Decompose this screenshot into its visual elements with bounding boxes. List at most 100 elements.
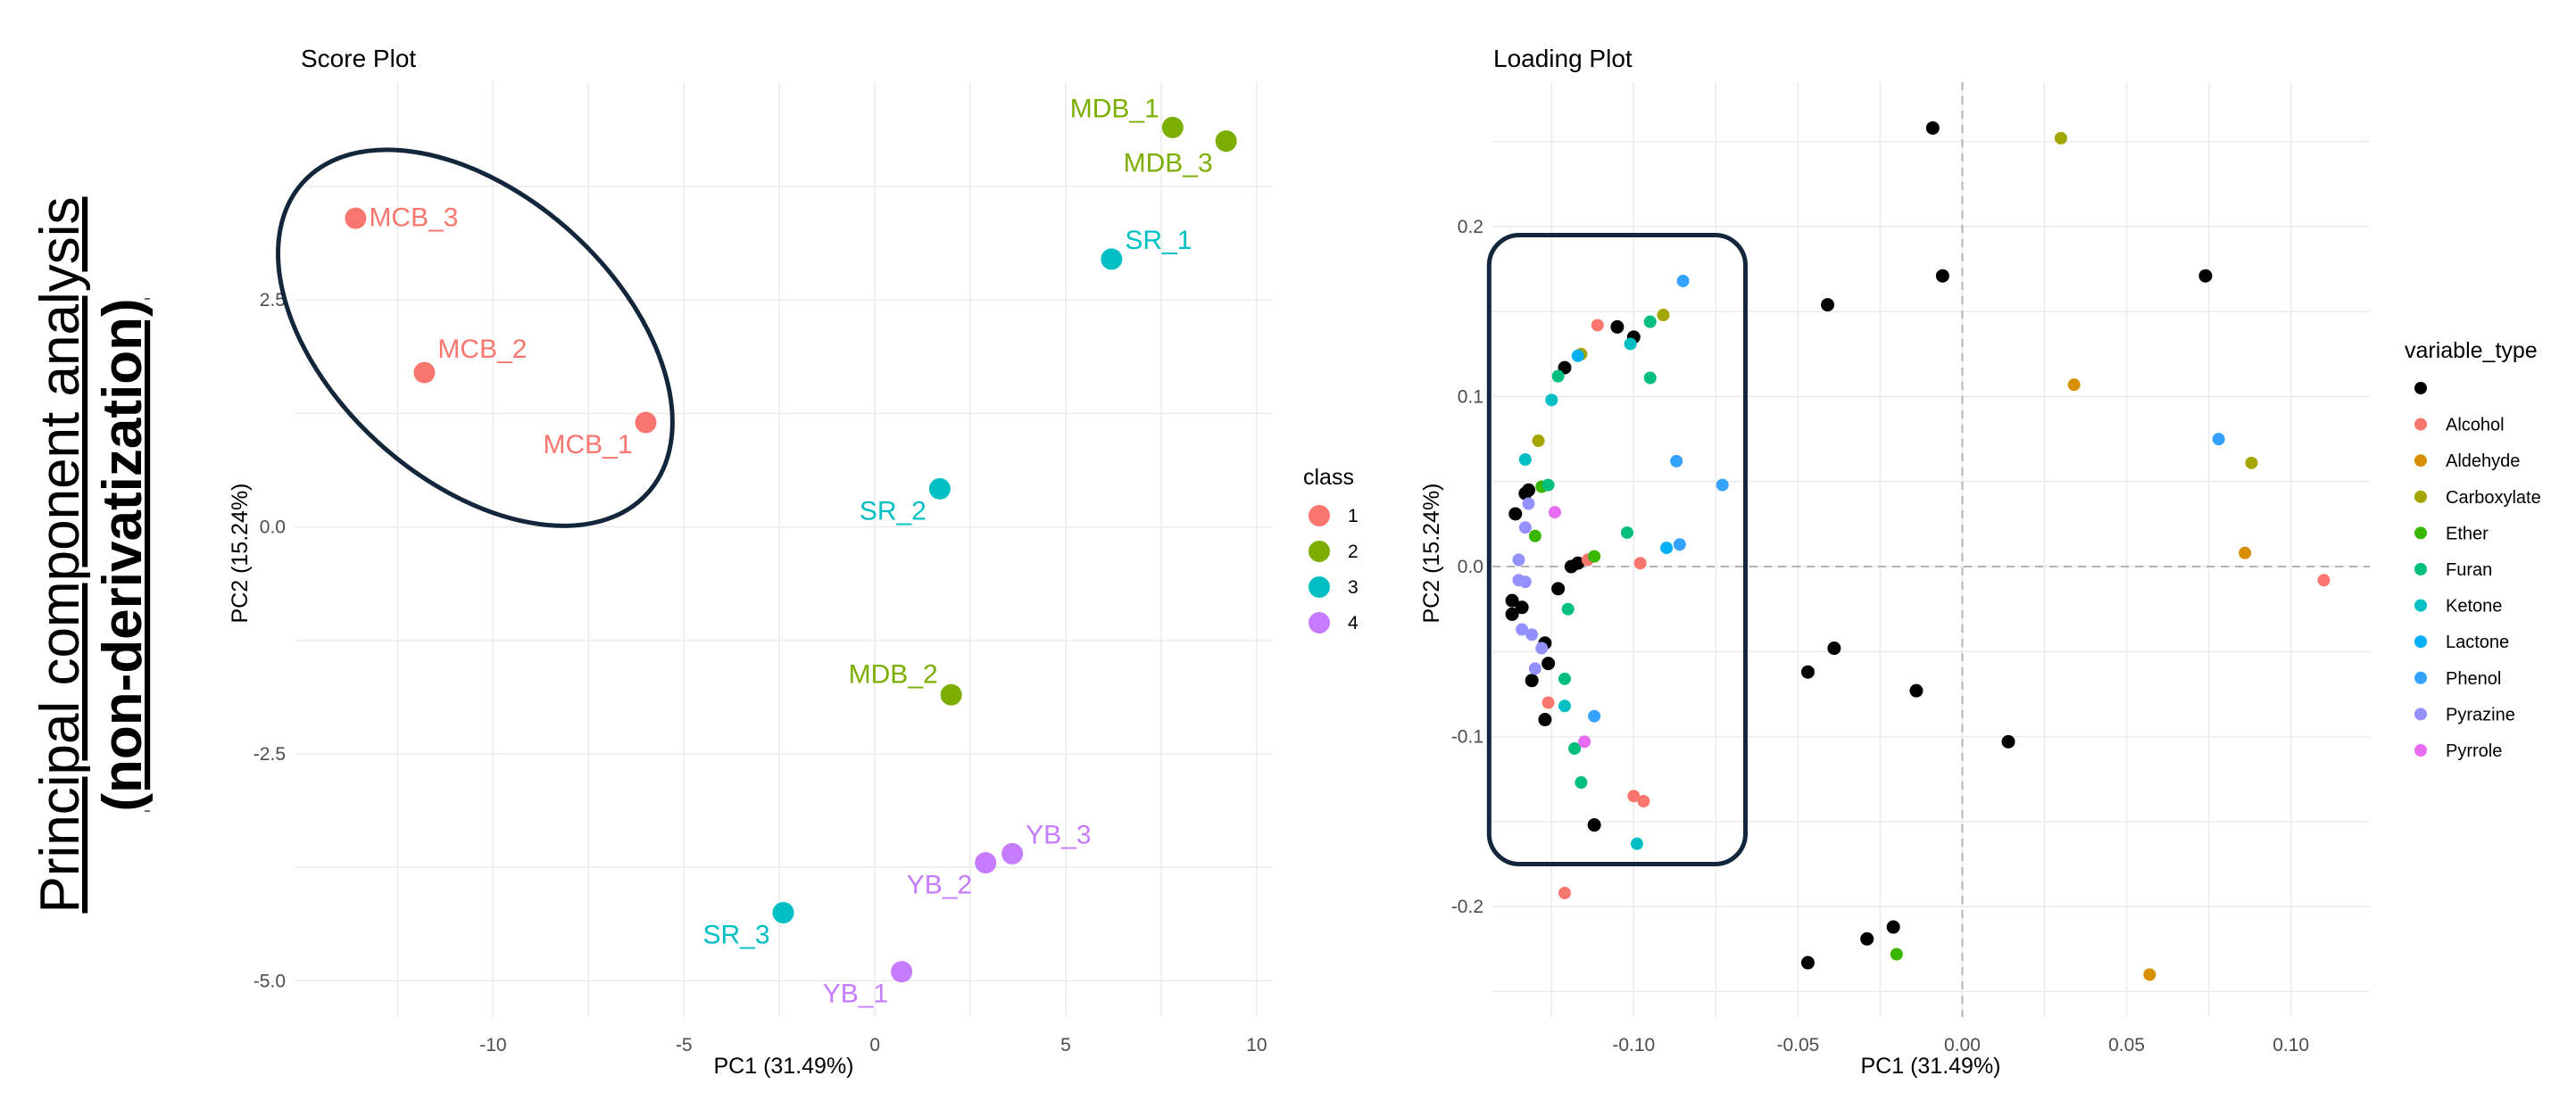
loading-point [1538, 713, 1552, 727]
score-legend-title: class [1303, 465, 1354, 490]
loading-legend-label: Lactone [2446, 633, 2509, 652]
loading-annotation-box [1486, 232, 1748, 867]
loading-point [1588, 709, 1601, 723]
loading-point [1541, 657, 1556, 671]
loading-point [1515, 600, 1529, 615]
score-point [1161, 116, 1184, 138]
loading-ytick-label: 0.1 [1458, 387, 1483, 408]
loading-plot-ylabel: PC2 (15.24%) [1419, 483, 1444, 623]
loading-legend-label: Ketone [2446, 597, 2502, 617]
loading-point [1561, 602, 1575, 616]
loading-point [1508, 507, 1523, 521]
loading-plot-ticks: -0.10 -0.05 0.00 0.05 0.10 -0.2 -0.1 0.0 0.1 0.2 [1451, 217, 2309, 1055]
loading-point [2001, 734, 2015, 749]
score-point-label: MDB_3 [1124, 149, 1213, 178]
loading-point [1564, 559, 1578, 574]
score-point-label: YB_1 [823, 980, 888, 1009]
score-point-label: SR_3 [702, 920, 769, 949]
score-xtick-label: 0 [869, 1035, 880, 1055]
score-plot-points: MCB_3 MCB_2 MCB_1 MDB_1 MDB_3 MDB_2 SR_1 SR_2 SR… [345, 95, 1237, 1009]
loading-ytick-label: 0.0 [1458, 557, 1483, 577]
loading-point [1676, 274, 1690, 287]
loading-point [1541, 478, 1555, 492]
score-xtick-label: -10 [479, 1035, 506, 1055]
loading-plot-reference-lines [1492, 82, 2370, 1017]
loading-point [1532, 434, 1545, 448]
loading-legend-swatch [2414, 490, 2427, 503]
loading-xtick-label: -0.05 [1776, 1035, 1819, 1055]
score-legend-swatch [1309, 505, 1330, 526]
loading-point [1587, 818, 1601, 832]
loading-point [1620, 526, 1633, 539]
loading-legend-label: Alcohol [2446, 416, 2505, 435]
score-legend-label: 1 [1348, 506, 1359, 526]
loading-point [1821, 298, 1835, 312]
loading-point [1935, 269, 1949, 283]
loading-point [1673, 538, 1686, 551]
loading-legend-label: Furan [2446, 560, 2492, 580]
loading-point [1591, 319, 1604, 332]
score-plot: Score Plot -10 -5 0 5 10 -5.0 -2.5 0.0 2.5 MCB_3… [228, 45, 1359, 1079]
loading-point [1548, 506, 1561, 519]
loading-legend-swatch [2414, 599, 2427, 612]
score-xtick-label: 10 [1246, 1035, 1267, 1055]
score-legend-swatch [1309, 576, 1330, 598]
loading-xtick-label: 0.05 [2108, 1035, 2145, 1055]
score-plot-legend: class 1 2 3 4 [1303, 465, 1359, 633]
loading-point [2198, 269, 2213, 283]
loading-point [1558, 672, 1571, 685]
loading-plot-box [1486, 232, 1748, 867]
loading-plot: Loading Plot -0.10 -0.05 0.00 0.05 0.10-0.2-… [1419, 45, 2541, 1079]
score-ytick-label: -5.0 [253, 971, 286, 991]
loading-point [1630, 837, 1643, 850]
loading-point [2245, 456, 2258, 469]
loading-point [1516, 623, 1529, 636]
loading-point [2143, 968, 2156, 981]
loading-point [1660, 542, 1674, 555]
side-title-line1: Principal component analysis [29, 197, 91, 914]
score-ytick-label: 2.5 [260, 290, 286, 310]
score-point-label: MCB_1 [543, 430, 632, 459]
loading-legend-swatch [2414, 744, 2427, 757]
loading-point [1518, 575, 1532, 589]
loading-point [1890, 948, 1903, 961]
loading-point [2054, 131, 2067, 145]
loading-point [1535, 641, 1549, 655]
loading-point [1670, 454, 1683, 468]
loading-point [1571, 349, 1584, 362]
loading-point [1505, 607, 1519, 621]
loading-legend-swatch [2414, 526, 2427, 540]
loading-legend-label: Pyrrole [2446, 741, 2502, 761]
loading-xtick-label: 0.10 [2273, 1035, 2309, 1055]
loading-legend-swatch [2414, 563, 2427, 575]
loading-legend-swatch [2414, 454, 2427, 468]
loading-point [1525, 674, 1539, 688]
score-legend-swatch [1309, 612, 1330, 633]
loading-point [1505, 593, 1519, 608]
score-plot-grid [295, 82, 1272, 1017]
loading-legend-label: Phenol [2446, 669, 2501, 689]
loading-point [1643, 315, 1657, 328]
loading-point [1551, 369, 1565, 383]
score-point [1001, 842, 1024, 865]
score-plot-ticks: -10 -5 0 5 10 -5.0 -2.5 0.0 2.5 [253, 290, 1267, 1055]
score-plot-ellipse [276, 147, 675, 528]
score-point-label: SR_1 [1125, 226, 1192, 255]
loading-point [1551, 582, 1566, 596]
loading-xtick-label: -0.10 [1612, 1035, 1655, 1055]
score-point-label: YB_3 [1026, 821, 1091, 850]
score-point [345, 207, 367, 229]
side-title: Principal component analysis (non-deriva… [29, 197, 154, 914]
score-point-label: MCB_3 [369, 203, 458, 233]
loading-legend-label: Ether [2446, 524, 2489, 543]
loading-legend-label: Aldehyde [2446, 451, 2520, 471]
loading-legend-swatch [2414, 382, 2427, 394]
score-point [635, 411, 657, 434]
loading-point [1522, 497, 1535, 510]
loading-point [1545, 393, 1558, 407]
score-point [413, 361, 436, 384]
loading-point [1827, 641, 1841, 656]
loading-point [1860, 931, 1874, 946]
score-xtick-label: -5 [676, 1035, 693, 1055]
